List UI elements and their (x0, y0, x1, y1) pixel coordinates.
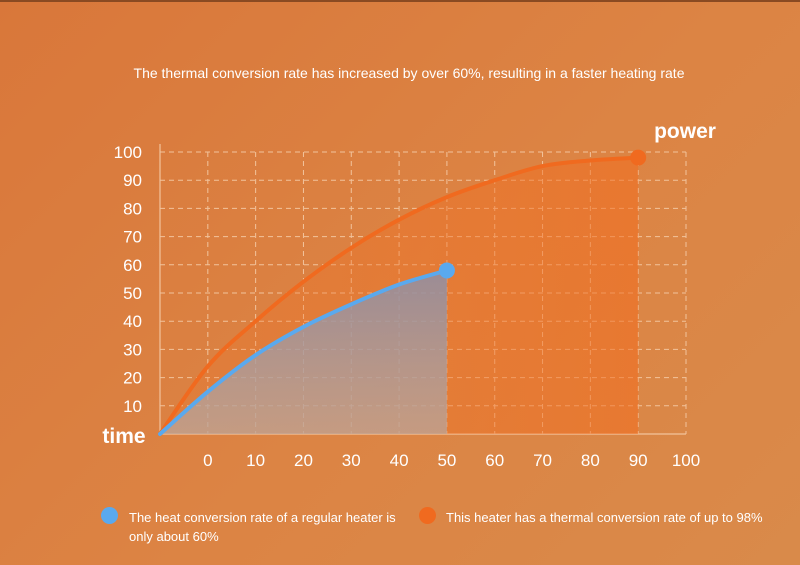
legend-label-regular: The heat conversion rate of a regular he… (129, 510, 396, 544)
series-endpoint-this-heater (630, 149, 647, 166)
x-tick-label: 30 (342, 451, 361, 470)
legend-dot-regular (101, 507, 118, 524)
series-line-regular-heater (158, 268, 449, 436)
x-tick-label: 20 (294, 451, 313, 470)
series-line-this-heater (158, 155, 641, 436)
x-tick-label: 90 (629, 451, 648, 470)
y-tick-label: 20 (123, 369, 142, 388)
y-tick-label: 60 (123, 256, 142, 275)
y-axis-label: power (654, 120, 716, 143)
x-tick-label: 80 (581, 451, 600, 470)
y-tick-label: 10 (123, 397, 142, 416)
series-endpoint-regular-heater (438, 262, 455, 279)
x-axis-label: time (102, 425, 145, 448)
x-tick-label: 0 (203, 451, 212, 470)
x-tick-label: 70 (533, 451, 552, 470)
y-tick-label: 80 (123, 199, 142, 218)
legend-dot-this-heater (419, 507, 436, 524)
series-area-regular-heater (160, 270, 447, 434)
x-tick-label: 10 (246, 451, 265, 470)
y-tick-label: 30 (123, 340, 142, 359)
x-tick-label: 100 (672, 451, 700, 470)
y-tick-label: 70 (123, 228, 142, 247)
x-tick-label: 60 (485, 451, 504, 470)
y-tick-label: 100 (114, 143, 142, 162)
x-tick-label: 40 (390, 451, 409, 470)
y-tick-label: 40 (123, 312, 142, 331)
y-tick-label: 90 (123, 171, 142, 190)
y-tick-label: 50 (123, 284, 142, 303)
chart-title: The thermal conversion rate has increase… (133, 65, 685, 81)
legend-label-this-heater: This heater has a thermal conversion rat… (446, 510, 763, 525)
x-tick-label: 50 (437, 451, 456, 470)
